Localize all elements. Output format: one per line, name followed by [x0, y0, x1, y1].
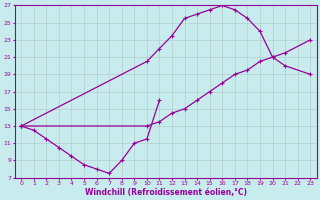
- X-axis label: Windchill (Refroidissement éolien,°C): Windchill (Refroidissement éolien,°C): [85, 188, 247, 197]
